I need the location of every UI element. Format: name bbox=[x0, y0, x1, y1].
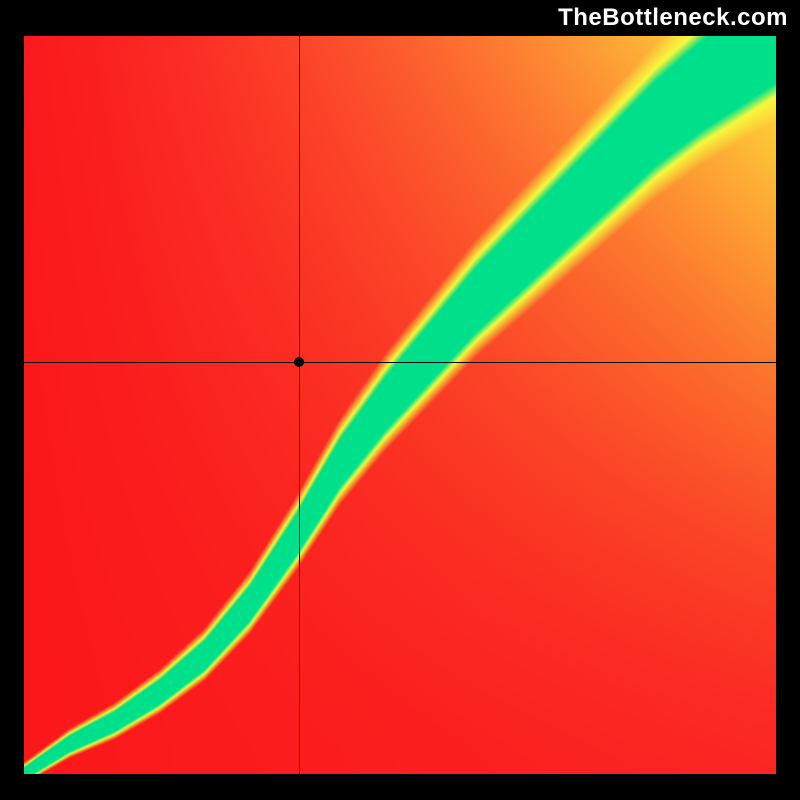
crosshair-marker bbox=[294, 357, 304, 367]
watermark-text: TheBottleneck.com bbox=[558, 4, 788, 32]
bottleneck-heatmap bbox=[24, 36, 776, 774]
crosshair-horizontal-line bbox=[24, 362, 776, 363]
crosshair-vertical-line bbox=[299, 36, 300, 774]
chart-container: TheBottleneck.com bbox=[0, 0, 800, 800]
